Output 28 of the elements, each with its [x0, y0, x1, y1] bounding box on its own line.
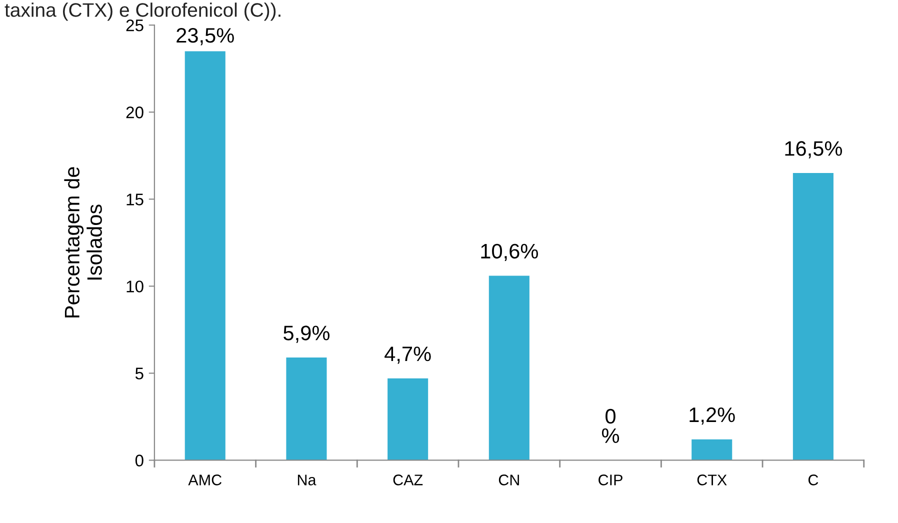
bar: [692, 439, 732, 460]
data-label: 4,7%: [384, 346, 431, 364]
x-tick-label: CTX: [697, 474, 727, 486]
data-label: 0 %: [602, 408, 620, 443]
y-tick-label: 0: [135, 454, 144, 466]
bar: [184, 51, 226, 460]
bar: [388, 378, 428, 460]
x-tick-label: CAZ: [393, 474, 423, 486]
x-tick-label: Na: [298, 474, 316, 486]
x-tick-label: CN: [498, 474, 519, 486]
bar: [488, 276, 530, 460]
x-tick-label: C: [808, 474, 818, 486]
data-label: 16,5%: [785, 141, 842, 158]
data-label: 10,6%: [481, 244, 538, 262]
y-tick-label: 5: [135, 368, 144, 380]
data-label: 23,5%: [176, 28, 234, 46]
y-tick-label: 15: [126, 194, 144, 206]
x-tick-label: AMC: [188, 474, 222, 486]
y-tick-label: 20: [126, 106, 144, 118]
y-axis-title: Percentagem de Isolados: [64, 167, 102, 318]
bar: [792, 173, 834, 460]
data-label: 1,2%: [690, 407, 735, 425]
y-tick-label: 25: [126, 20, 144, 32]
x-tick-label: CIP: [598, 474, 622, 486]
y-tick-label: 10: [126, 280, 144, 292]
data-label: 5,9%: [284, 326, 330, 343]
text: taxina (CTX) e Clorofenicol (C)).: [4, 2, 280, 21]
bar: [286, 358, 327, 460]
